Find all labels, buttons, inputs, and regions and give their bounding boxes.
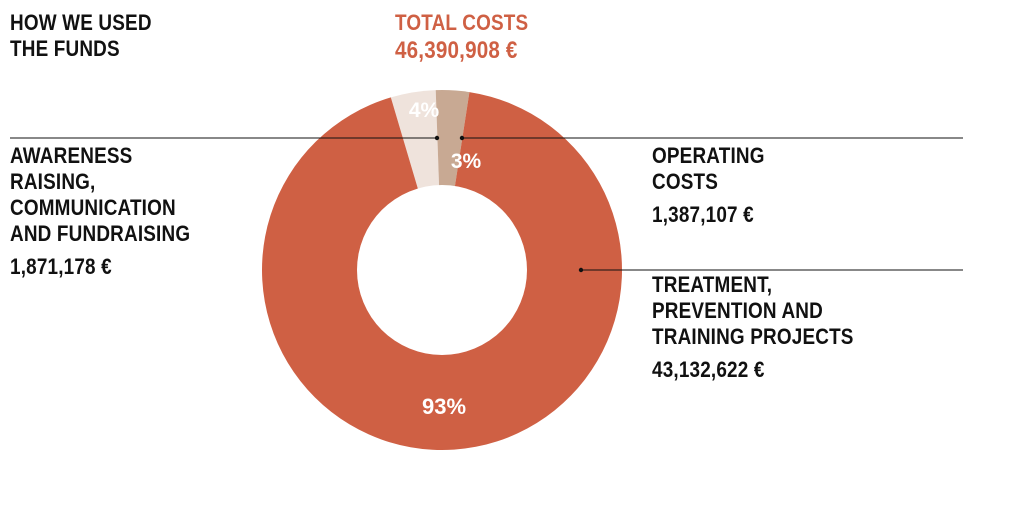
- percent-label: 4%: [409, 99, 440, 122]
- heading-line: THE FUNDS: [10, 36, 120, 61]
- total-costs-amount: 46,390,908 €: [395, 37, 518, 64]
- percent-label: 3%: [451, 150, 482, 173]
- awareness-label-line: COMMUNICATION: [10, 195, 176, 220]
- operating-label-line: COSTS: [652, 169, 719, 194]
- percent-label: 93%: [422, 394, 466, 419]
- awareness-label-line: AWARENESS: [10, 143, 133, 168]
- operating-label: OPERATING COSTS 1,387,107 €: [652, 143, 765, 228]
- awareness-leader-dot: [434, 135, 440, 141]
- heading-line: HOW WE USED: [10, 10, 152, 35]
- percent-labels: 4% 3% 93%: [409, 99, 482, 419]
- treatment-label: TREATMENT, PREVENTION AND TRAINING PROJE…: [652, 272, 854, 383]
- total-costs-label: TOTAL COSTS: [395, 10, 529, 35]
- operating-leader-dot: [459, 135, 465, 141]
- treatment-label-line: TREATMENT,: [652, 272, 773, 297]
- total-costs: TOTAL COSTS 46,390,908 €: [395, 10, 528, 66]
- donut-hole: [357, 185, 527, 355]
- page-heading: HOW WE USED THE FUNDS: [10, 10, 152, 62]
- leader-lines: [10, 135, 963, 273]
- treatment-label-line: TRAINING PROJECTS: [652, 324, 854, 349]
- awareness-label-line: RAISING,: [10, 169, 96, 194]
- awareness-label-line: AND FUNDRAISING: [10, 221, 191, 246]
- treatment-label-line: PREVENTION AND: [652, 298, 823, 323]
- treatment-leader-dot: [578, 267, 584, 273]
- awareness-amount: 1,871,178 €: [10, 254, 112, 279]
- operating-label-line: OPERATING: [652, 143, 765, 168]
- operating-amount: 1,387,107 €: [652, 202, 754, 227]
- treatment-amount: 43,132,622 €: [652, 357, 765, 382]
- awareness-label: AWARENESS RAISING, COMMUNICATION AND FUN…: [10, 143, 190, 280]
